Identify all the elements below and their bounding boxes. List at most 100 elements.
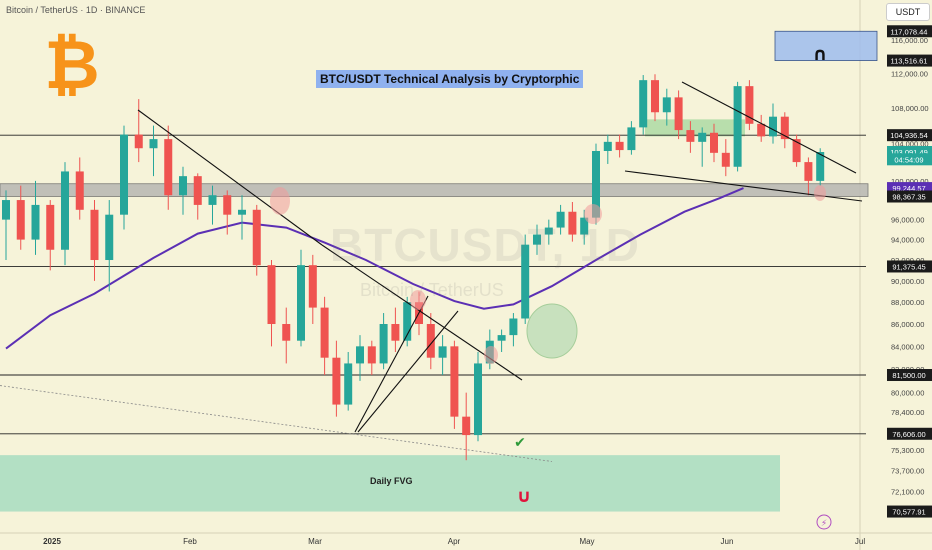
price-label-box	[887, 129, 932, 142]
price-label-box	[887, 260, 932, 273]
y-tick-label: 75,300.00	[891, 446, 924, 455]
candle-body	[367, 346, 376, 364]
candle-body	[120, 134, 128, 215]
candle-body	[686, 130, 695, 142]
symbol-header: Bitcoin / TetherUS · 1D · BINANCE	[6, 5, 146, 15]
currency-button[interactable]: USDT	[886, 3, 930, 21]
candle-body	[2, 200, 10, 220]
candle-body	[769, 116, 777, 137]
candle-body	[16, 200, 25, 240]
price-label-text: 70,577.91	[892, 508, 925, 517]
candle-body	[223, 195, 232, 215]
y-tick-label: 72,100.00	[891, 487, 924, 496]
candle-body	[61, 171, 69, 250]
candle-body	[721, 152, 730, 167]
candle-body	[308, 265, 317, 308]
moving-average-line	[5, 187, 744, 350]
watermark-name: Bitcoin / TetherUS	[360, 280, 504, 300]
x-tick-label: Apr	[448, 537, 461, 546]
bitcoin-symbol: ₿	[44, 26, 99, 105]
y-tick-label: 94,000.00	[891, 236, 924, 245]
candle-body	[356, 346, 364, 364]
candle-body	[344, 363, 353, 405]
magnet-icon: ∩	[813, 44, 828, 65]
price-label-text: 81,500.00	[892, 371, 925, 380]
candle-body	[149, 139, 158, 149]
x-tick-label: 2025	[43, 537, 61, 546]
zone-daily-fvg	[0, 455, 780, 512]
highlight-circle	[270, 187, 290, 215]
x-tick-label: Jul	[855, 537, 865, 546]
x-tick-label: May	[579, 537, 594, 546]
candle-body	[332, 357, 341, 405]
y-tick-label: 73,700.00	[891, 466, 924, 475]
candle-body	[556, 211, 565, 228]
price-label-box	[887, 54, 932, 67]
trendline	[357, 310, 459, 433]
candle-body	[391, 324, 400, 341]
price-label-text: 104,936.54	[890, 131, 928, 140]
price-label-box	[887, 25, 932, 38]
candle-body	[698, 132, 707, 142]
candle-body	[674, 97, 683, 131]
candle-body	[521, 244, 530, 319]
y-tick-label: 90,000.00	[891, 277, 924, 286]
trendline	[681, 81, 857, 174]
candle-body	[757, 123, 766, 137]
candle-body	[438, 346, 447, 358]
y-tick-label: 84,000.00	[891, 342, 924, 351]
candle-body	[450, 346, 459, 417]
y-tick-label: 80,000.00	[891, 389, 924, 398]
candle-body	[179, 176, 187, 196]
candle-body	[238, 209, 246, 215]
y-tick-label: 78,400.00	[891, 408, 924, 417]
candle-body	[509, 318, 518, 336]
candle-body	[497, 335, 506, 341]
price-label-text: 91,375.45	[892, 262, 925, 271]
candle-body	[297, 265, 305, 341]
y-tick-label: 104,000.00	[891, 140, 929, 149]
candle-body	[164, 139, 173, 196]
candle-body	[75, 171, 84, 210]
candle-body	[462, 416, 471, 436]
y-tick-label: 88,000.00	[891, 298, 924, 307]
price-label-box	[887, 369, 932, 382]
candle-body	[267, 265, 276, 325]
candle-body	[580, 217, 589, 235]
candle-body	[379, 324, 388, 364]
y-tick-label: 116,000.00	[891, 36, 928, 45]
candle-body	[90, 209, 99, 261]
support-bounce-circle	[526, 303, 578, 359]
candle-body	[568, 211, 577, 235]
candle-body	[745, 86, 754, 124]
candle-body	[320, 307, 329, 358]
candle-body	[426, 324, 435, 358]
zone-resistance	[774, 30, 878, 61]
highlight-circle	[484, 346, 498, 364]
x-tick-label: Jun	[721, 537, 734, 546]
lightning-glyph: ⚡	[821, 519, 827, 529]
highlight-circle	[814, 185, 826, 201]
y-tick-label: 96,000.00	[891, 216, 924, 225]
candle-body	[639, 80, 648, 128]
candle-body	[46, 204, 55, 250]
candle-body	[733, 86, 742, 167]
candle-body	[816, 151, 825, 181]
candle-body	[627, 127, 636, 151]
price-label-text: 76,606.00	[892, 430, 925, 439]
dotted-trendline	[0, 385, 553, 462]
candle-body	[804, 162, 813, 181]
candle-body	[710, 132, 718, 153]
highlight-circle	[410, 290, 426, 310]
candle-body	[193, 176, 202, 205]
candle-body	[134, 134, 143, 149]
candle-body	[592, 150, 600, 218]
lightning-icon	[816, 514, 832, 530]
y-tick-label: 100,000.00	[891, 177, 929, 186]
y-tick-label: 112,000.00	[891, 69, 928, 78]
watermark-symbol: BTCUSDT, 1D	[330, 219, 641, 271]
zone-support	[0, 183, 869, 197]
candle-body	[780, 116, 789, 140]
x-tick-label: Mar	[308, 537, 322, 546]
